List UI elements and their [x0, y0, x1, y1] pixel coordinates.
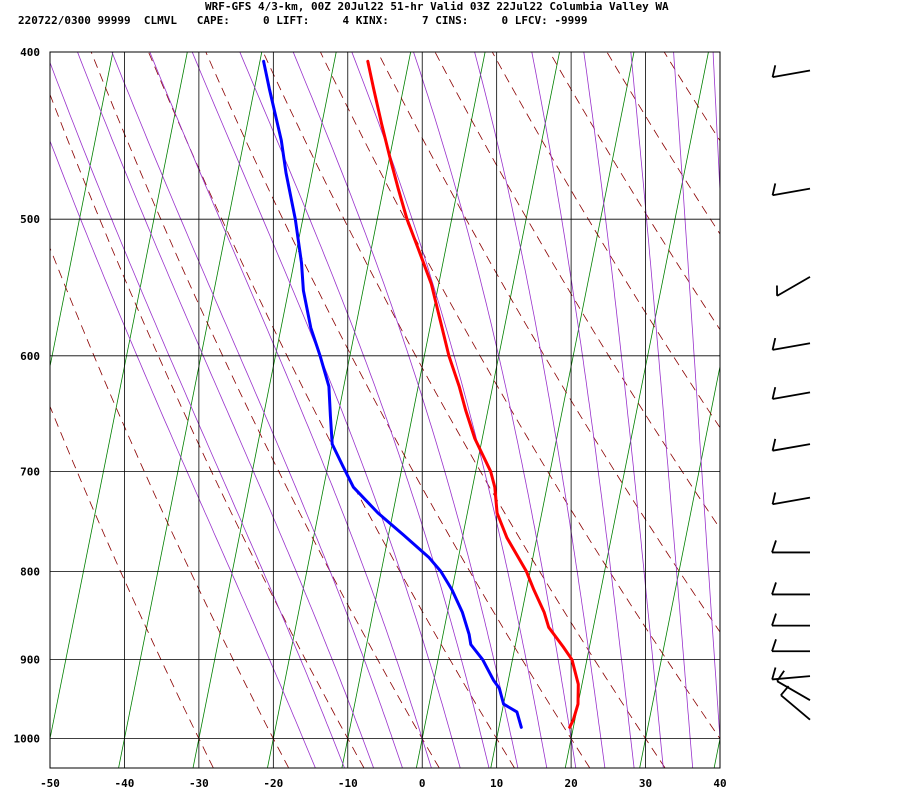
wind-barb — [771, 540, 810, 554]
dewpoint-profile-line — [262, 59, 523, 729]
isotherm-line — [713, 736, 720, 768]
moist-adiabat-line — [583, 52, 664, 768]
isotherm-line — [50, 52, 114, 369]
dry-adiabat-line — [836, 52, 900, 768]
wind-barb — [771, 386, 811, 400]
moist-adiabat-line — [77, 52, 374, 768]
wind-barb — [771, 613, 810, 627]
temperature-profile-line — [366, 59, 580, 729]
dry-adiabat-line — [606, 52, 720, 235]
moist-adiabat-line — [531, 52, 635, 768]
x-tick-label: 40 — [713, 777, 726, 790]
header: WRF-GFS 4/3-km, 00Z 20Jul22 51-hr Valid … — [0, 0, 900, 32]
moist-adiabat-line — [673, 52, 720, 745]
station-indices: 220722/0300 99999 CLMVL CAPE: 0 LIFT: 4 … — [18, 14, 588, 27]
wind-barb — [771, 582, 810, 596]
dry-adiabat-line — [90, 52, 440, 768]
plot-frame — [49, 51, 721, 769]
y-tick-label: 600 — [20, 350, 40, 363]
x-tick-label: 30 — [639, 777, 652, 790]
isotherm-line — [789, 52, 900, 768]
dry-adiabat-line — [722, 52, 900, 768]
wind-barb — [776, 276, 811, 297]
x-tick-label: 10 — [490, 777, 503, 790]
dry-adiabat-line — [434, 52, 720, 530]
isotherm-line — [863, 52, 900, 768]
y-tick-label: 1000 — [14, 733, 41, 746]
moist-adiabat-line — [292, 52, 519, 768]
moist-adiabat-line — [712, 52, 720, 199]
isotherm-line — [341, 52, 486, 768]
wind-barb — [771, 438, 811, 452]
wind-barb — [771, 639, 810, 653]
moist-adiabat-line — [474, 52, 606, 768]
y-tick-label: 900 — [20, 654, 40, 667]
moist-adiabat-line — [630, 52, 694, 768]
x-tick-label: 20 — [564, 777, 577, 790]
moist-adiabat-line — [239, 52, 490, 768]
y-tick-label: 700 — [20, 465, 40, 478]
isotherm-line — [639, 364, 720, 768]
moist-adiabat-line — [111, 52, 403, 768]
dry-adiabat-line — [50, 93, 365, 768]
isotherm-line — [415, 52, 560, 768]
moist-adiabat-line — [149, 52, 432, 768]
isotherm-line — [490, 52, 635, 768]
wind-barb — [776, 670, 811, 701]
dry-adiabat-line — [663, 52, 720, 142]
isotherm-line — [50, 52, 188, 741]
wind-barb — [771, 337, 811, 351]
moist-adiabat-line — [191, 52, 461, 768]
x-tick-label: -30 — [189, 777, 209, 790]
x-tick-label: 0 — [419, 777, 426, 790]
dry-adiabat-line — [205, 52, 591, 768]
isotherm-line — [564, 52, 709, 768]
dry-adiabat-line — [491, 52, 720, 429]
moist-adiabat-line — [413, 52, 577, 768]
x-tick-label: -50 — [40, 777, 60, 790]
moist-adiabat-line — [351, 52, 548, 768]
dry-adiabat-line — [893, 52, 900, 768]
y-tick-label: 800 — [20, 565, 40, 578]
wind-barb — [780, 685, 811, 721]
dry-adiabat-line — [549, 52, 720, 331]
dry-adiabat-line — [779, 52, 900, 768]
dry-adiabat-line — [377, 52, 720, 633]
x-tick-label: -20 — [263, 777, 283, 790]
dry-adiabat-line — [262, 52, 666, 768]
wind-barb — [771, 667, 811, 681]
wind-barb — [771, 183, 811, 197]
chart-title: WRF-GFS 4/3-km, 00Z 20Jul22 51-hr Valid … — [205, 0, 669, 13]
wind-barb — [771, 492, 811, 506]
x-tick-label: -10 — [338, 777, 358, 790]
wind-barb — [771, 65, 811, 78]
y-tick-label: 400 — [20, 46, 40, 59]
dry-adiabat-line — [50, 405, 214, 768]
isotherm-line — [267, 52, 412, 768]
isotherm-line — [192, 52, 337, 768]
x-tick-label: -40 — [115, 777, 135, 790]
isotherm-line — [118, 52, 263, 768]
y-tick-label: 500 — [20, 213, 40, 226]
moist-adiabat-line — [50, 139, 316, 768]
moist-adiabat-line — [50, 61, 345, 768]
dry-adiabat-line — [50, 247, 290, 768]
